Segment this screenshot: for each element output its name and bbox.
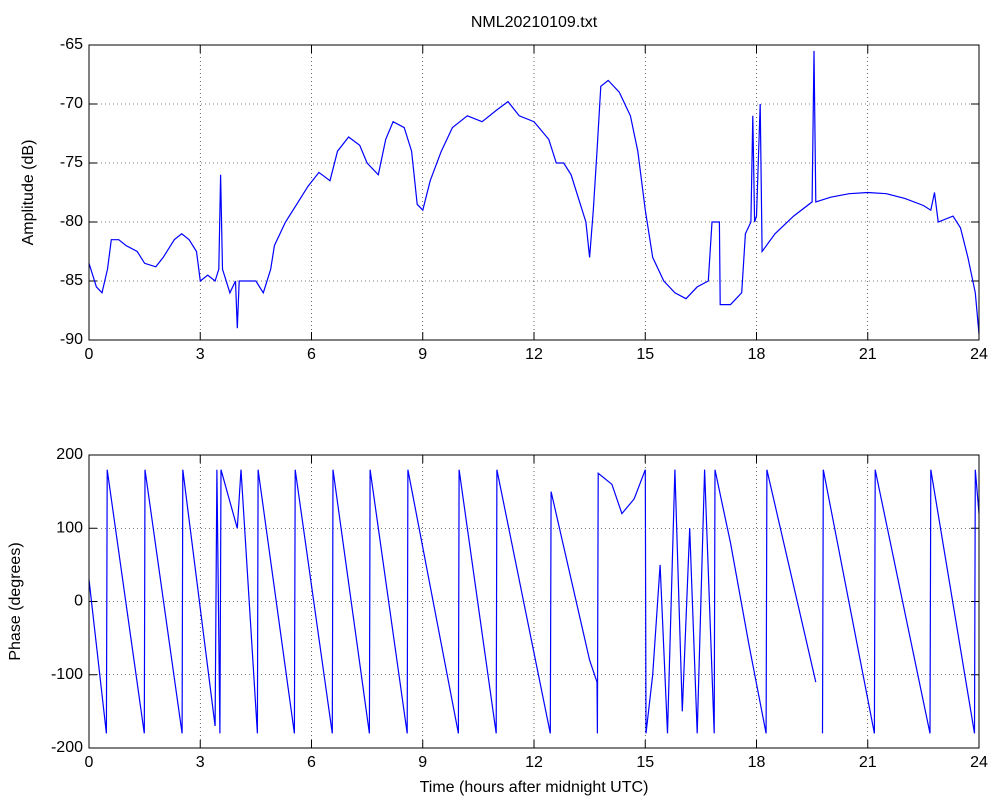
y-tick-label: -85 [60,272,83,289]
x-tick-label: 21 [859,754,877,771]
data-line [88,469,980,734]
x-tick-label: 3 [196,754,205,771]
y-tick-label: -65 [60,36,83,53]
y-tick-label: -80 [60,213,83,230]
x-tick-label: 18 [748,754,766,771]
y-tick-label: 100 [56,519,83,536]
axes-box [88,454,980,749]
x-tick-label: 6 [307,754,316,771]
x-axis-label: Time (hours after midnight UTC) [420,779,649,796]
x-tick-label: 12 [525,346,543,363]
x-tick-label: 9 [418,346,427,363]
x-tick-label: 24 [970,754,988,771]
chart-title: NML20210109.txt [471,14,598,31]
x-tick-label: 0 [85,754,94,771]
x-tick-label: 3 [196,346,205,363]
y-tick-label: -90 [60,331,83,348]
y-tick-label: -70 [60,95,83,112]
x-tick-label: 18 [748,346,766,363]
y-axis-label: Amplitude (dB) [20,140,37,246]
y-tick-label: 0 [74,593,83,610]
x-tick-label: 21 [859,346,877,363]
x-tick-label: 15 [636,754,654,771]
x-tick-label: 15 [636,346,654,363]
data-line [88,50,980,335]
x-tick-label: 12 [525,754,543,771]
x-tick-label: 6 [307,346,316,363]
y-tick-label: -200 [51,739,83,756]
x-tick-label: 9 [418,754,427,771]
x-tick-label: 0 [85,346,94,363]
y-axis-label: Phase (degrees) [7,542,24,660]
y-tick-label: -100 [51,666,83,683]
x-tick-label: 24 [970,346,988,363]
y-tick-label: 200 [56,446,83,463]
plot-area [89,45,979,340]
axes-box [88,44,980,341]
y-tick-label: -75 [60,154,83,171]
